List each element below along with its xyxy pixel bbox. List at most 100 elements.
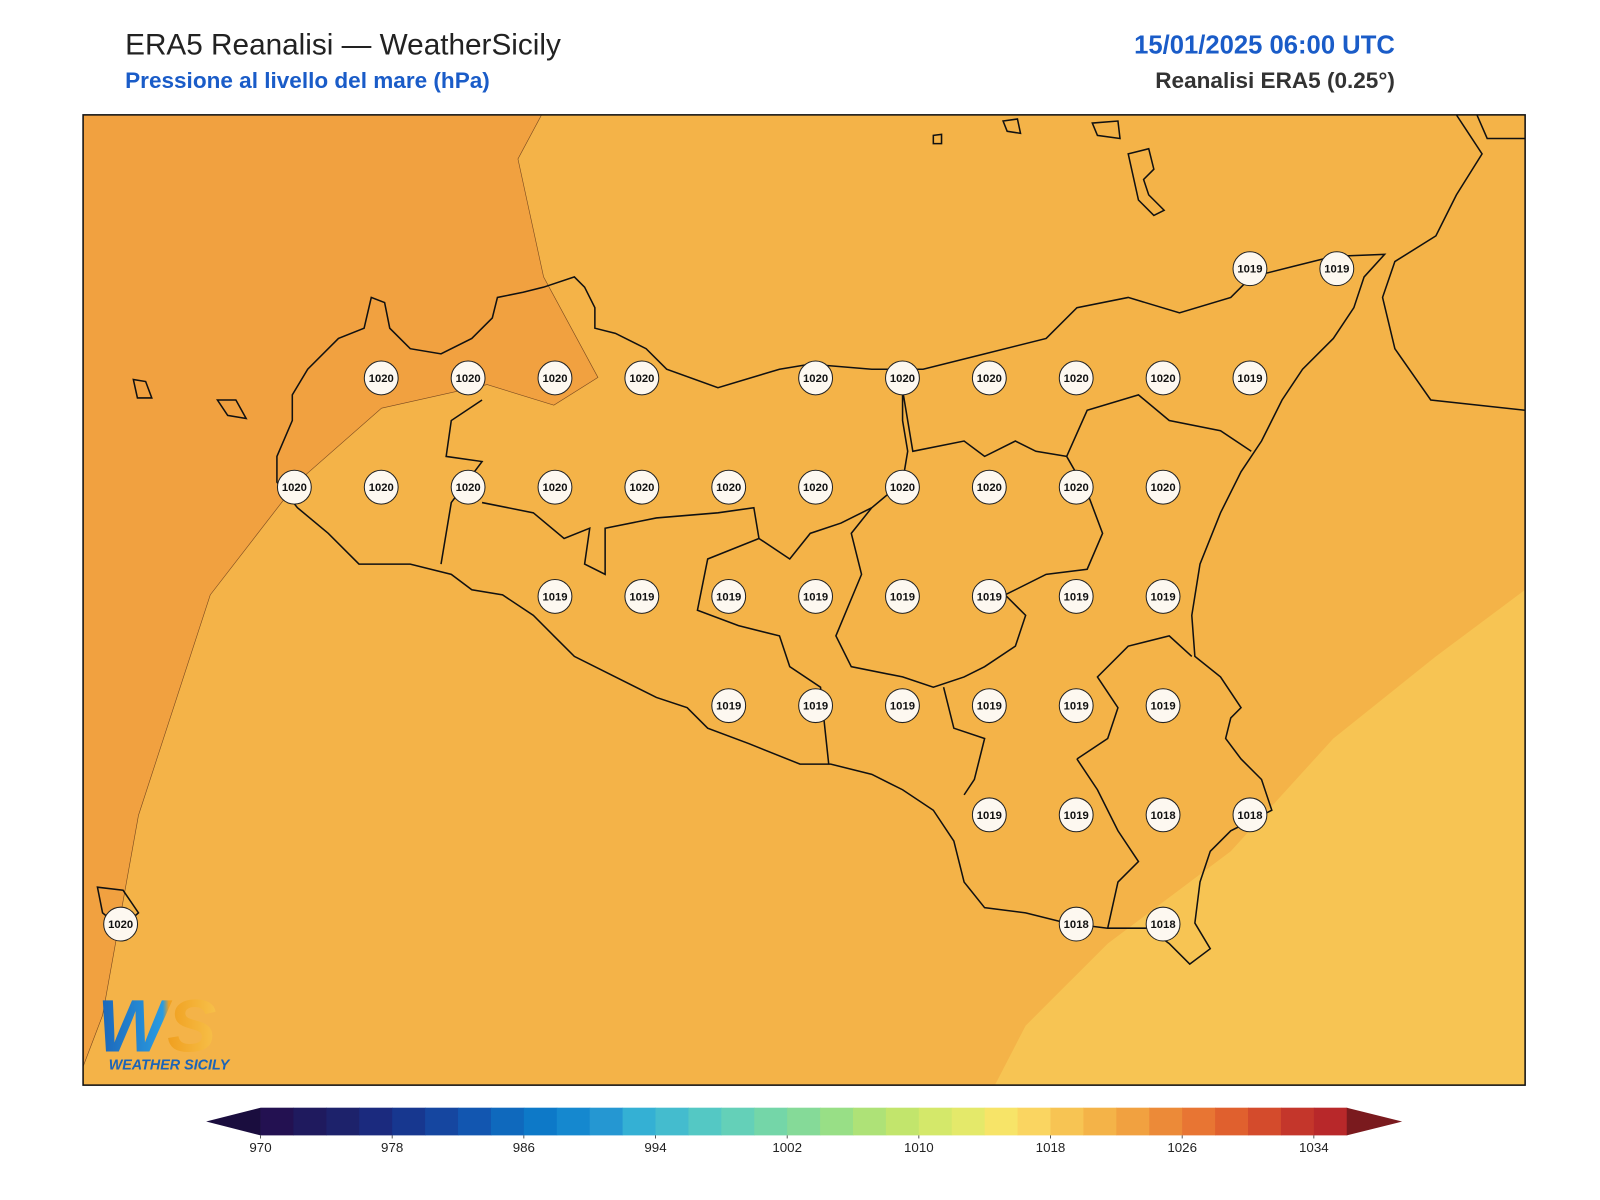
datetime: 15/01/2025 06:00 UTC [1134, 31, 1395, 59]
station-value: 1019 [1237, 373, 1262, 385]
station-marker [885, 688, 920, 724]
station-value: 1019 [1151, 591, 1176, 603]
station-value: 1020 [456, 373, 481, 385]
station-value: 1020 [629, 373, 654, 385]
source: Reanalisi ERA5 (0.25°) [1155, 68, 1395, 93]
colorbar-under [206, 1107, 261, 1136]
station-marker [537, 469, 573, 505]
colorbar-tick-label: 1010 [904, 1140, 934, 1155]
colorbar-bin [754, 1107, 788, 1136]
station-marker [450, 360, 486, 396]
station-marker [1232, 251, 1268, 287]
colorbar-bin [655, 1107, 689, 1136]
colorbar-bin [1280, 1107, 1315, 1136]
station-marker [1145, 469, 1181, 505]
station-marker [885, 578, 920, 614]
colorbar-bin [589, 1107, 624, 1136]
logo-mark: WS [97, 984, 216, 1067]
colorbar-bin [1116, 1107, 1150, 1136]
station-marker [971, 688, 1007, 724]
station-value: 1020 [1064, 373, 1089, 385]
colorbar-tick-label: 1034 [1299, 1140, 1329, 1155]
station-marker [711, 469, 747, 505]
station-value: 1019 [1064, 810, 1089, 822]
map: 1019 1019 1020 1020 1020 1020 1020 1020 1020 1020… [82, 114, 1526, 1086]
station-value: 1019 [716, 591, 741, 603]
station-value: 1020 [1064, 482, 1089, 494]
station-marker [711, 578, 747, 614]
station-value: 1019 [1064, 701, 1089, 713]
station-value: 1020 [716, 482, 741, 494]
station-value: 1020 [542, 482, 567, 494]
station-marker [971, 469, 1007, 505]
station-marker [537, 360, 573, 396]
station-value: 1019 [890, 701, 915, 713]
logo-text: WEATHER SICILY [109, 1058, 231, 1074]
station-value: 1020 [456, 482, 481, 494]
station-value: 1020 [803, 373, 828, 385]
colorbar-bin [1215, 1107, 1249, 1136]
colorbar: 970 978 986 994 1002 1010 1018 1026 1034 [206, 1107, 1403, 1155]
station-marker [1058, 469, 1094, 505]
station-marker [971, 360, 1007, 396]
station-marker [363, 469, 399, 505]
colorbar-tick-label: 994 [644, 1140, 667, 1155]
station-marker [1058, 797, 1094, 833]
colorbar-tick-label: 1002 [772, 1140, 802, 1155]
field-low [994, 589, 1526, 1086]
colorbar-bin [523, 1107, 558, 1136]
station-value: 1020 [1151, 482, 1176, 494]
station-marker [1145, 906, 1181, 942]
colorbar-bin [1017, 1107, 1052, 1136]
colorbar-tick-label: 970 [249, 1140, 271, 1155]
colorbar-bin [622, 1107, 657, 1136]
station-marker [971, 797, 1007, 833]
colorbar-bin [1248, 1107, 1282, 1136]
colorbar-bin [1182, 1107, 1216, 1136]
station-marker [798, 578, 834, 614]
colorbar-bin [1149, 1107, 1183, 1136]
station-marker [711, 688, 747, 724]
colorbar-bin [458, 1107, 492, 1136]
station-marker [1145, 578, 1181, 614]
station-value: 1019 [890, 591, 915, 603]
station-marker [276, 469, 312, 505]
colorbar-bin [885, 1107, 920, 1136]
colorbar-tick-label: 1018 [1036, 1140, 1066, 1155]
station-value: 1020 [282, 482, 307, 494]
station-value: 1020 [629, 482, 654, 494]
station-marker [971, 578, 1007, 614]
map-frame [82, 114, 1526, 1086]
station-value: 1019 [803, 701, 828, 713]
station-value: 1020 [1151, 373, 1176, 385]
colorbar-bin [490, 1107, 525, 1136]
colorbar-bin [787, 1107, 821, 1136]
station-marker [1058, 688, 1094, 724]
station-marker [624, 469, 660, 505]
islands [96, 118, 1166, 930]
colorbar-bin [359, 1107, 393, 1136]
colorbar-bin [853, 1107, 887, 1136]
station-marker [1232, 797, 1268, 833]
station-value: 1019 [1237, 264, 1262, 276]
station-marker [885, 469, 920, 505]
station-marker [798, 688, 834, 724]
subtitle: Pressione al livello del mare (hPa) [125, 68, 490, 93]
colorbar-bin [556, 1107, 591, 1136]
station-value: 1018 [1151, 810, 1176, 822]
colorbar-bin [425, 1107, 459, 1136]
station-marker [1145, 688, 1181, 724]
calabria-coast [1381, 114, 1526, 412]
colorbar-bin [326, 1107, 360, 1136]
colorbar-bin [984, 1107, 1019, 1136]
station-value: 1019 [1064, 591, 1089, 603]
station-marker [1145, 360, 1181, 396]
colorbar-tick-label: 978 [381, 1140, 403, 1155]
station-marker [798, 469, 834, 505]
colorbar-tick-label: 1026 [1167, 1140, 1197, 1155]
station-marker [1058, 360, 1094, 396]
field-high [82, 114, 599, 1067]
station-value: 1020 [369, 482, 394, 494]
colorbar-bin [293, 1107, 327, 1136]
